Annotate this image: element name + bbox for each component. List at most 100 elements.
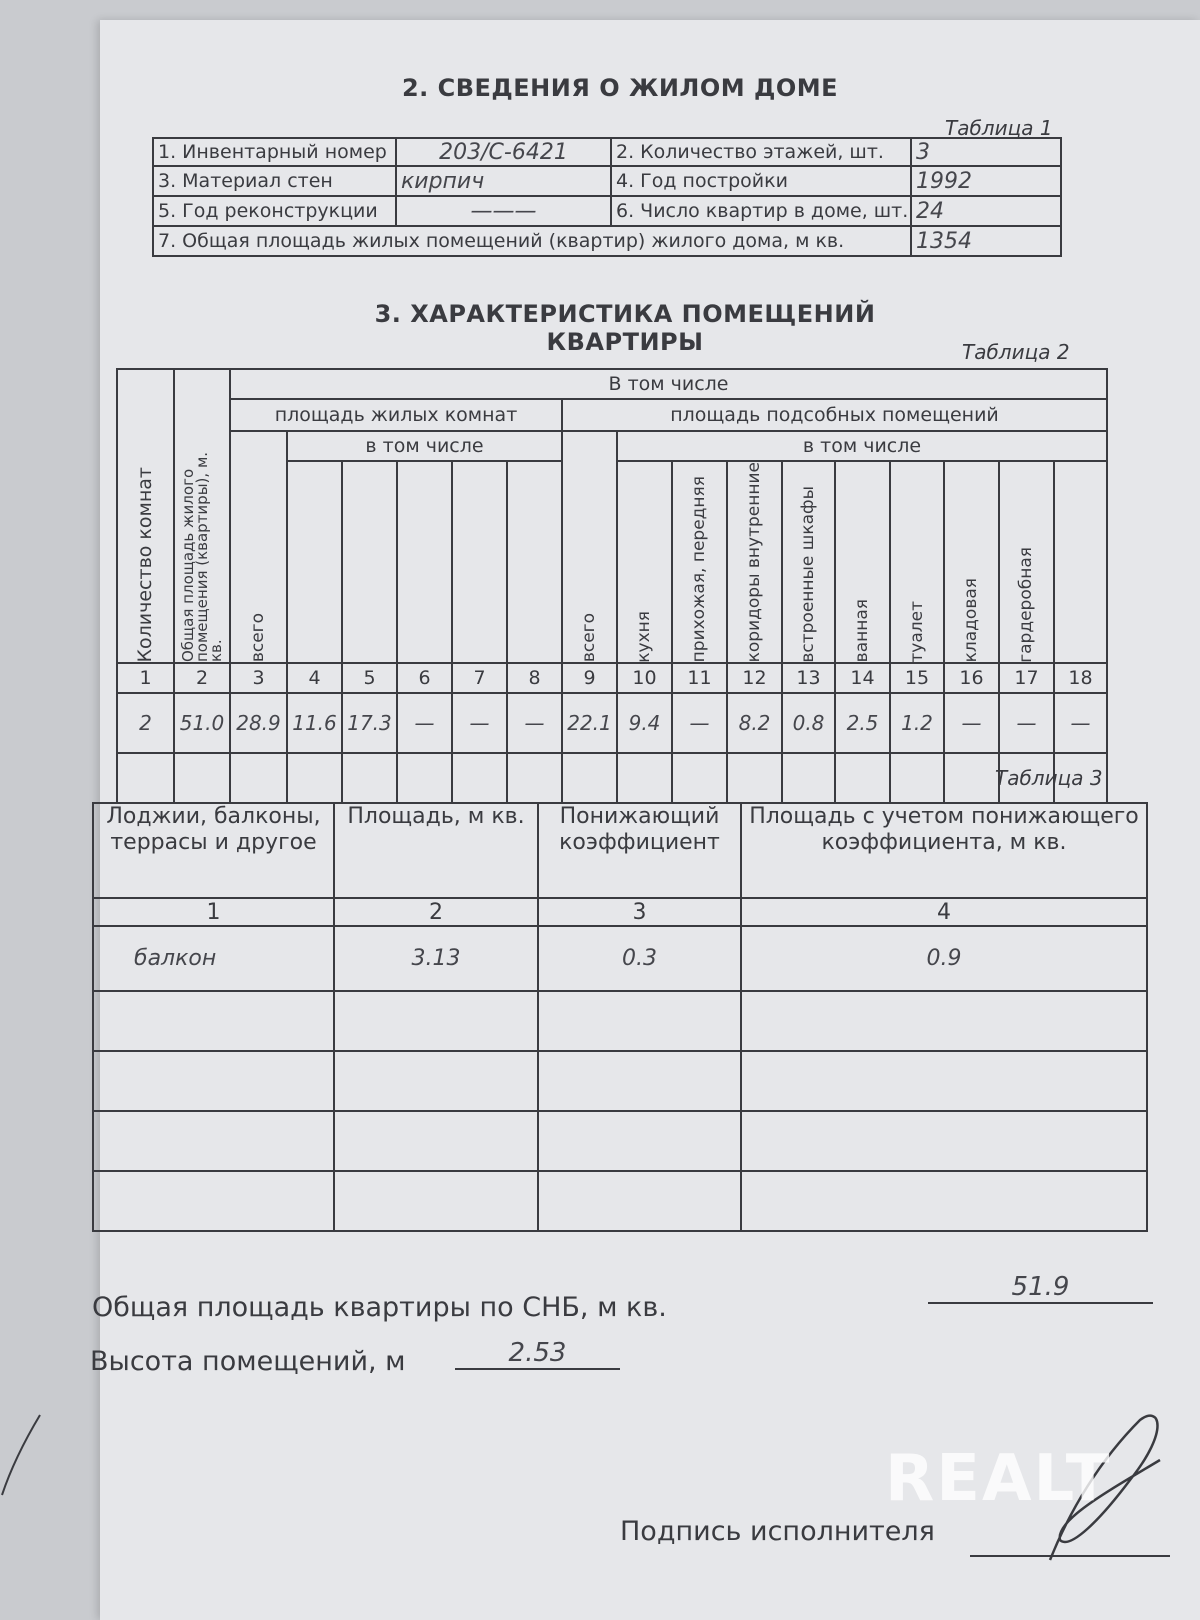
height-label: Высота помещений, м: [90, 1346, 406, 1377]
value: 203/С-6421: [395, 137, 612, 167]
column-number: 13: [781, 662, 836, 695]
header-aux-total: всего: [579, 613, 599, 663]
cell-value: —: [1053, 692, 1108, 755]
signature-line: [970, 1555, 1170, 1557]
table-row: 1. Инвентарный номер 203/С-6421 2. Колич…: [152, 137, 1062, 167]
column-number: 9: [561, 662, 618, 695]
realt-watermark: REALT: [885, 1442, 1112, 1516]
column-number: 14: [834, 662, 891, 695]
header-living-total: всего: [248, 613, 268, 663]
column-number: 1: [116, 662, 175, 695]
aux-column-header: ванная: [852, 599, 872, 663]
value: 1992: [910, 165, 1062, 197]
column-number: 12: [726, 662, 783, 695]
label: 5. Год реконструкции: [152, 195, 397, 227]
cell-value: —: [396, 692, 453, 755]
header-including: В том числе: [229, 368, 1108, 400]
value: ———: [395, 195, 612, 227]
header-living-including: в том числе: [286, 430, 563, 462]
column-number: 16: [943, 662, 1000, 695]
cell-value: 8.2: [726, 692, 783, 755]
aux-column-header: туалет: [906, 600, 927, 663]
column-number: 3: [229, 662, 288, 695]
cell-value: —: [506, 692, 563, 755]
cell-value: 11.6: [286, 692, 343, 755]
column-header: Понижающий коэффициент: [537, 802, 742, 899]
cell-value: —: [451, 692, 508, 755]
column-number: 18: [1053, 662, 1108, 695]
header-living-area: площадь жилых комнат: [229, 398, 563, 432]
column-number: 7: [451, 662, 508, 695]
header-aux-area: площадь подсобных помещений: [561, 398, 1108, 432]
total-area-label: Общая площадь квартиры по СНБ, м кв.: [92, 1292, 667, 1323]
cell-value: балкон: [92, 925, 335, 992]
column-number: 15: [889, 662, 945, 695]
table-1-label: Таблица 1: [945, 116, 1053, 140]
cell-value: 51.0: [173, 692, 231, 755]
height-value: 2.53: [455, 1338, 620, 1370]
aux-column-header: прихожая, передняя: [689, 476, 709, 663]
table-row: 2 51.0 28.9 11.6 17.3— — —22.1 9.4—8.2 0.8 2.5 1.2…: [116, 692, 1108, 755]
column-number: 10: [616, 662, 673, 695]
value: кирпич: [395, 165, 612, 197]
cell-value: 0.8: [781, 692, 836, 755]
section-2-title: 2. СВЕДЕНИЯ О ЖИЛОМ ДОМЕ: [401, 74, 839, 102]
label: 2. Количество этажей, шт.: [610, 137, 912, 167]
total-area-value: 51.9: [928, 1272, 1153, 1304]
cell-value: —: [998, 692, 1055, 755]
cell-value: 0.9: [740, 925, 1148, 992]
label: 7. Общая площадь жилых помещений (кварти…: [152, 225, 912, 257]
value: 1354: [910, 225, 1062, 257]
header-aux-including: в том числе: [616, 430, 1108, 462]
column-number: 8: [506, 662, 563, 695]
aux-column-header: коридоры внутренние: [744, 462, 764, 663]
cell-value: 17.3: [341, 692, 398, 755]
column-number: 4: [740, 897, 1148, 927]
cell-value: 2.5: [834, 692, 891, 755]
column-number: 2: [333, 897, 539, 927]
cell-value: 22.1: [561, 692, 618, 755]
label: 1. Инвентарный номер: [152, 137, 397, 167]
aux-column-header: кухня: [634, 610, 654, 663]
column-number: 3: [537, 897, 742, 927]
cell-value: 28.9: [229, 692, 288, 755]
column-number: 2: [173, 662, 231, 695]
cell-value: 1.2: [889, 692, 945, 755]
column-number: 4: [286, 662, 343, 695]
header-rooms-count: Количество комнат: [134, 466, 156, 663]
value: 24: [910, 195, 1062, 227]
cell-value: 3.13: [333, 925, 539, 992]
cell-value: 0.3: [537, 925, 742, 992]
table-2-label: Таблица 2: [962, 340, 1070, 364]
table-row: 7. Общая площадь жилых помещений (кварти…: [152, 225, 1062, 257]
signature-scribble: [1048, 1414, 1161, 1561]
table-row: 3. Материал стен кирпич 4. Год постройки…: [152, 165, 1062, 197]
section-3-title: 3. ХАРАКТЕРИСТИКА ПОМЕЩЕНИЙ КВАРТИРЫ: [374, 300, 876, 356]
column-header: Площадь, м кв.: [333, 802, 539, 899]
aux-column-header: встроенные шкафы: [798, 485, 818, 663]
aux-column-header: гардеробная: [1016, 546, 1036, 663]
signature-label: Подпись исполнителя: [620, 1516, 935, 1547]
house-info-table: 1. Инвентарный номер 203/С-6421 2. Колич…: [152, 137, 1062, 257]
label: 4. Год постройки: [610, 165, 912, 197]
value: 3: [910, 137, 1062, 167]
column-header: Лоджии, балконы, террасы и другое: [92, 802, 335, 899]
column-number: 6: [396, 662, 453, 695]
column-number: 1: [92, 897, 335, 927]
balcony-table: Лоджии, балконы, террасы и другое Площадь…: [92, 802, 1148, 1232]
column-number: 17: [998, 662, 1055, 695]
column-number: 11: [671, 662, 728, 695]
aux-column-header: кладовая: [961, 578, 981, 663]
table-row: балкон 3.13 0.3 0.9: [92, 925, 1148, 992]
table-3-label: Таблица 3: [995, 766, 1103, 790]
label: 6. Число квартир в доме, шт.: [610, 195, 912, 227]
label: 3. Материал стен: [152, 165, 397, 197]
cell-value: 9.4: [616, 692, 673, 755]
column-numbers-row: 1 2 3 4 5 6 7 8 9 10 11 12 13 14 15 16 17 18: [116, 662, 1108, 695]
margin-mark: [1, 1414, 41, 1496]
empty-row: [116, 752, 1108, 805]
table-row: 5. Год реконструкции ——— 6. Число кварти…: [152, 195, 1062, 227]
cell-value: —: [671, 692, 728, 755]
column-header: Площадь с учетом понижающего коэффициент…: [740, 802, 1148, 899]
cell-value: —: [943, 692, 1000, 755]
